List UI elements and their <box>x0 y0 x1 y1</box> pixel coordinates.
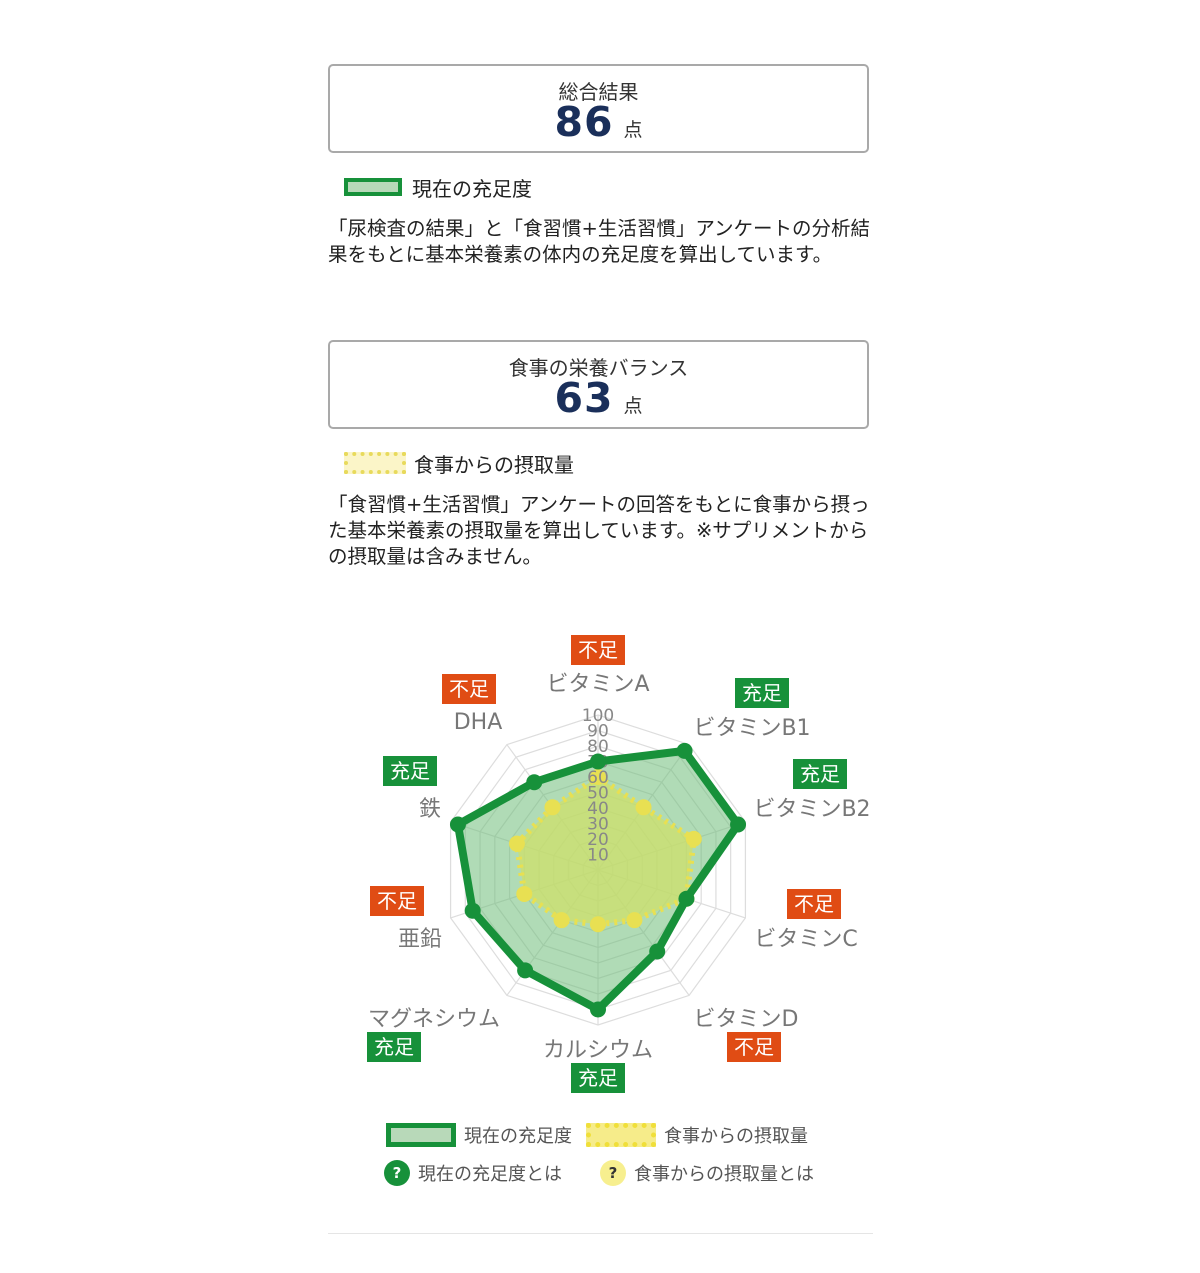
scale-tick-label: 90 <box>587 722 609 742</box>
current-point-7 <box>464 902 481 919</box>
current-point-2 <box>730 816 747 833</box>
help-icon: ? <box>600 1160 626 1186</box>
bottom-legend-diet-label: 食事からの摂取量 <box>664 1126 808 1147</box>
diet-point-4 <box>626 912 643 929</box>
description-current: 「尿検査の結果」と「食習慣+生活習慣」アンケートの分析結果をもとに基本栄養素の体… <box>328 217 871 266</box>
axis-label: ビタミンD <box>693 1007 799 1032</box>
axis-label: マグネシウム <box>367 1007 501 1032</box>
status-badge: 不足 <box>442 674 496 704</box>
diet-point-7 <box>516 885 533 902</box>
status-badge: 充足 <box>367 1032 421 1062</box>
scale-tick-label: 100 <box>582 706 614 726</box>
scale-tick-label: 10 <box>587 846 609 866</box>
diet-score-card: 食事の栄養バランス 63 点 <box>328 340 869 429</box>
status-badge: 充足 <box>735 678 789 708</box>
axis-label: 鉄 <box>418 797 442 822</box>
axis-label: ビタミンB2 <box>753 797 871 822</box>
help-icon: ? <box>384 1160 410 1186</box>
bottom-legend-current-label: 現在の充足度 <box>464 1126 572 1147</box>
scale-tick-label: 40 <box>587 799 609 819</box>
diet-point-2 <box>685 830 702 847</box>
diet-score-title: 食事の栄養バランス <box>508 356 689 380</box>
diet-line-swatch-icon <box>586 1123 656 1147</box>
current-point-4 <box>649 943 666 960</box>
diet-point-8 <box>508 835 525 852</box>
current-point-3 <box>678 890 695 907</box>
diet-point-6 <box>553 912 570 929</box>
bottom-legend-diet: 食事からの摂取量 <box>586 1122 808 1148</box>
axis-label: ビタミンA <box>546 672 650 697</box>
current-help-label: 現在の充足度とは <box>418 1164 562 1185</box>
status-badge: 不足 <box>787 889 841 919</box>
diet-help-label: 食事からの摂取量とは <box>634 1164 814 1185</box>
axis-label: DHA <box>453 710 503 735</box>
diet-point-1 <box>635 799 652 816</box>
diet-help-link[interactable]: ? 食事からの摂取量とは <box>600 1160 814 1186</box>
axis-label: ビタミンB1 <box>693 716 811 741</box>
series-diet-line <box>513 773 698 928</box>
status-badge: 充足 <box>571 1063 625 1093</box>
scale-tick-label: 20 <box>587 830 609 850</box>
current-point-5 <box>590 1001 606 1018</box>
divider <box>328 1233 873 1234</box>
status-badge: 不足 <box>727 1032 781 1062</box>
axis-label: ビタミンC <box>754 927 858 952</box>
diet-score-value: 63 <box>554 374 614 422</box>
scale-tick-label: 30 <box>587 815 609 835</box>
diet-point-5 <box>590 916 606 933</box>
axis-label: カルシウム <box>542 1038 654 1063</box>
legend-diet-label: 食事からの摂取量 <box>414 452 574 477</box>
axis-label: 亜鉛 <box>397 927 443 952</box>
scale-tick-label: 50 <box>587 784 609 804</box>
current-swatch-icon <box>344 178 402 196</box>
current-point-9 <box>526 774 543 791</box>
status-badge: 不足 <box>571 635 625 665</box>
status-badge: 充足 <box>793 759 847 789</box>
diet-point-0 <box>590 769 606 785</box>
current-point-6 <box>517 962 534 979</box>
scale-tick-label: 60 <box>587 768 609 788</box>
current-help-link[interactable]: ? 現在の充足度とは <box>384 1160 562 1186</box>
current-point-1 <box>676 742 693 759</box>
overall-score-title: 総合結果 <box>558 80 639 104</box>
scale-tick-label: 80 <box>587 737 609 757</box>
description-diet: 「食習慣+生活習慣」アンケートの回答をもとに食事から摂った基本栄養素の摂取量を算… <box>328 493 870 568</box>
legend-current: 現在の充足度 <box>344 174 532 201</box>
legend-diet: 食事からの摂取量 <box>344 450 574 477</box>
overall-score-value: 86 <box>554 98 614 146</box>
status-badge: 不足 <box>370 886 424 916</box>
overall-score-unit: 点 <box>623 119 643 141</box>
overall-score-card: 総合結果 86 点 <box>328 64 869 153</box>
diet-point-9 <box>544 799 561 816</box>
status-badge: 充足 <box>383 756 437 786</box>
bottom-legend-current: 現在の充足度 <box>386 1122 572 1148</box>
current-line-swatch-icon <box>386 1123 456 1147</box>
current-point-8 <box>449 816 466 833</box>
diet-swatch-icon <box>344 452 406 474</box>
legend-current-label: 現在の充足度 <box>412 176 532 201</box>
current-point-0 <box>590 753 606 770</box>
diet-score-unit: 点 <box>623 395 643 417</box>
